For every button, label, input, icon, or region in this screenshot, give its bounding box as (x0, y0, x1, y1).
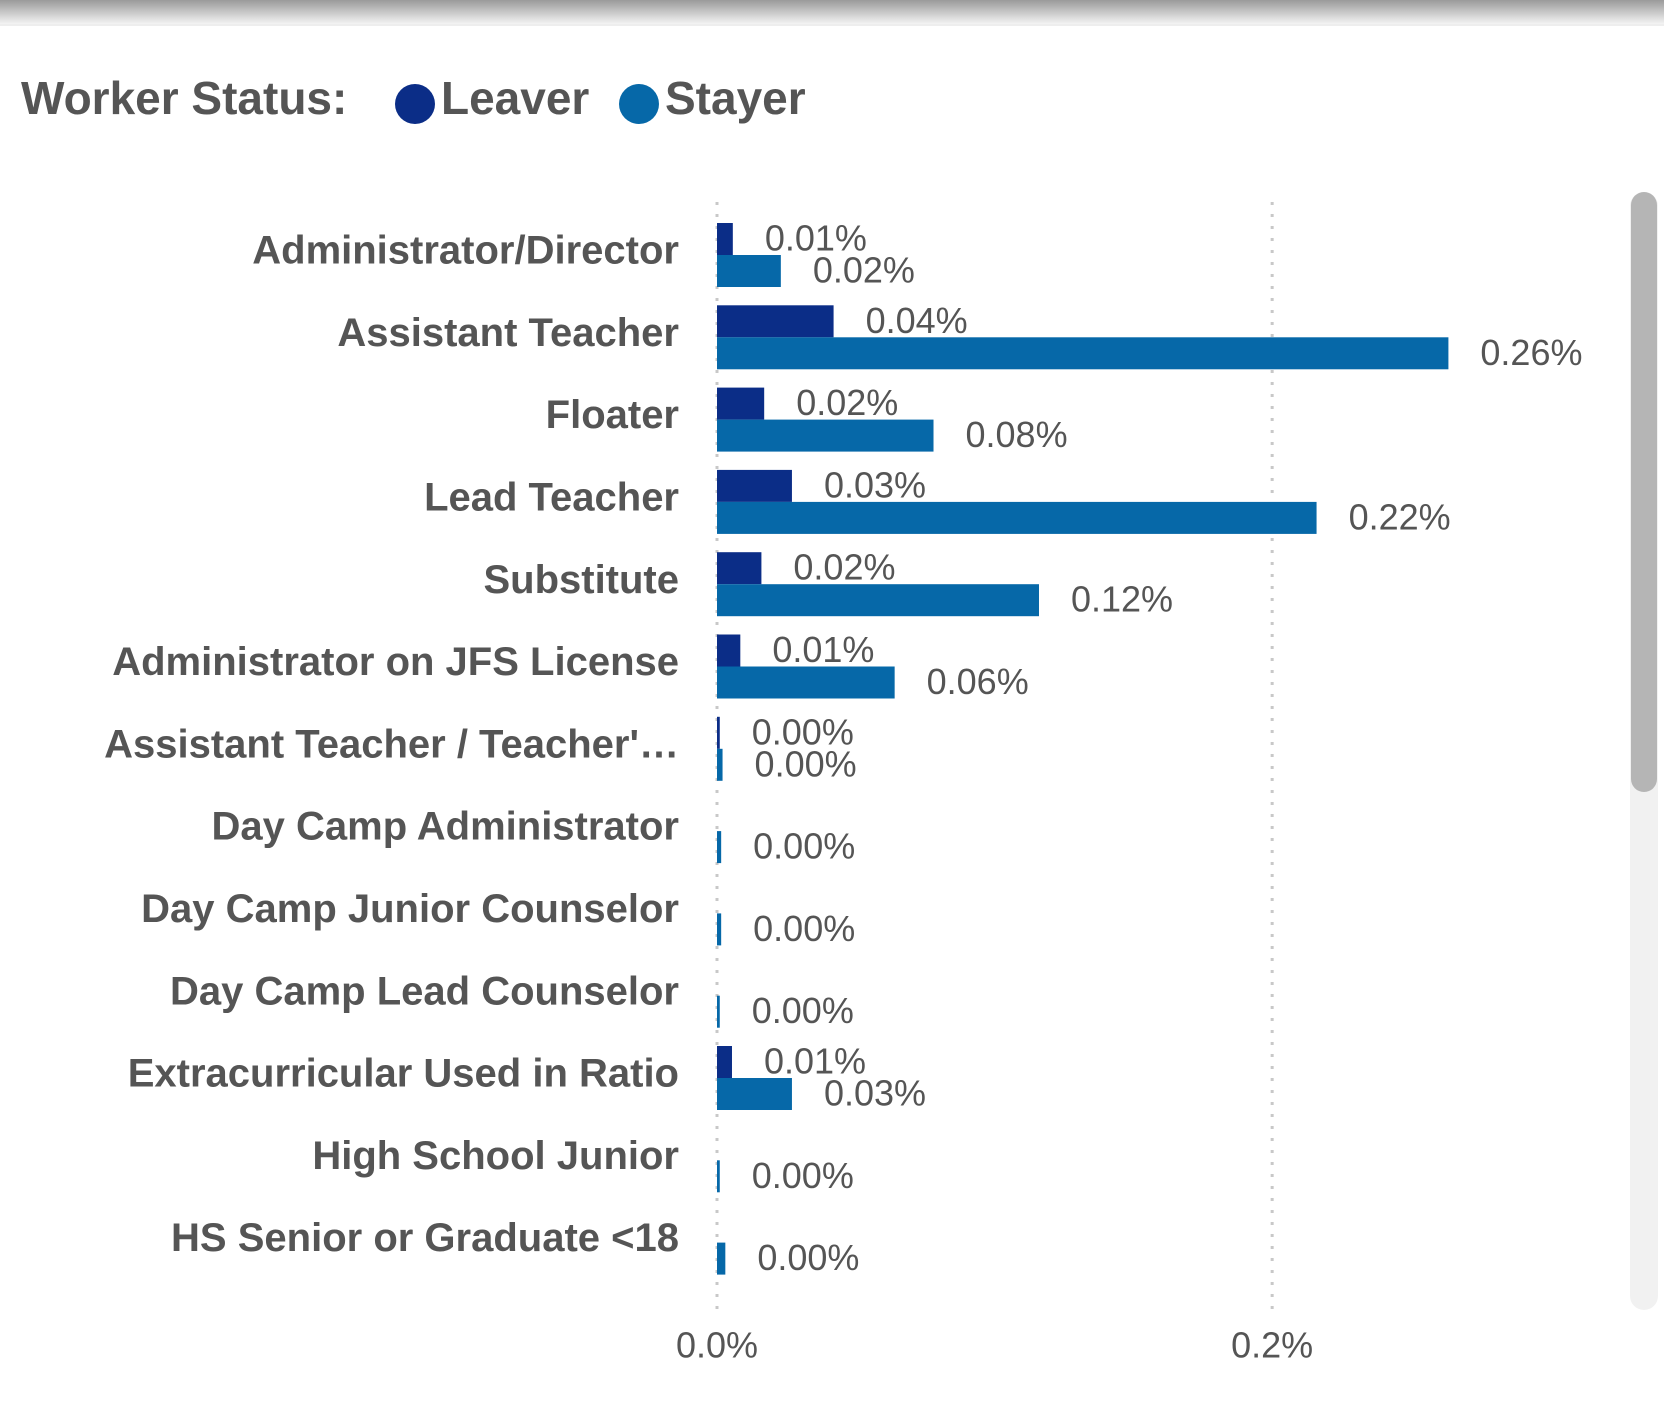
bar (717, 337, 1449, 370)
bar (717, 552, 762, 585)
bar (717, 584, 1039, 617)
value-label: 0.01% (772, 629, 874, 670)
bar (717, 716, 720, 749)
bar (717, 255, 781, 287)
y-tick-label: HS Senior or Graduate <18 (171, 1216, 679, 1260)
bar (717, 634, 741, 667)
bar (717, 469, 792, 502)
legend-label: Leaver (441, 72, 589, 124)
value-label: 0.00% (755, 743, 857, 784)
value-label: 0.00% (757, 1237, 859, 1278)
bar (717, 305, 834, 338)
bar (717, 387, 765, 420)
value-label: 0.00% (752, 1155, 854, 1196)
scrollbar-thumb[interactable] (1631, 192, 1657, 792)
bar (717, 1046, 732, 1078)
bar (717, 995, 720, 1028)
x-tick-label: 0.2% (1231, 1325, 1313, 1366)
value-label: 0.02% (796, 382, 898, 423)
value-label: 0.12% (1071, 579, 1173, 620)
legend-label: Stayer (665, 72, 806, 124)
header-divider (0, 24, 1664, 26)
value-label: 0.00% (753, 826, 855, 867)
y-tick-label: Assistant Teacher / Teacher'… (104, 722, 679, 766)
y-tick-label: Substitute (483, 558, 679, 602)
header-edge (0, 0, 1664, 24)
bar (717, 1242, 726, 1275)
y-tick-label: Administrator/Director (252, 229, 679, 273)
value-label: 0.03% (824, 1073, 926, 1114)
y-tick-label: Floater (546, 393, 679, 437)
value-label: 0.04% (866, 300, 968, 341)
y-tick-label: Assistant Teacher (337, 311, 679, 355)
bar (717, 831, 722, 864)
value-label: 0.03% (824, 464, 926, 505)
value-label: 0.06% (927, 661, 1029, 702)
y-tick-label: Extracurricular Used in Ratio (128, 1052, 679, 1096)
value-label: 0.01% (764, 1041, 866, 1082)
y-tick-label: Lead Teacher (424, 475, 679, 519)
value-label: 0.02% (813, 250, 915, 291)
legend-title: Worker Status: (21, 72, 347, 124)
value-label: 0.00% (752, 711, 854, 752)
bar (717, 223, 733, 255)
y-tick-label: High School Junior (312, 1134, 679, 1178)
y-tick-label: Day Camp Junior Counselor (141, 887, 679, 931)
bar (717, 501, 1317, 534)
value-label: 0.02% (793, 547, 895, 588)
value-label: 0.08% (966, 414, 1068, 455)
y-tick-label: Day Camp Administrator (212, 805, 680, 849)
bar (717, 1078, 792, 1110)
bar (717, 666, 895, 699)
legend-swatch (395, 84, 435, 124)
bar (717, 1160, 720, 1193)
value-label: 0.26% (1480, 332, 1582, 373)
bar (717, 419, 934, 452)
bar (717, 913, 722, 946)
y-tick-label: Administrator on JFS License (112, 640, 679, 684)
value-label: 0.22% (1349, 496, 1451, 537)
value-label: 0.00% (752, 990, 854, 1031)
bar (717, 748, 723, 781)
y-tick-label: Day Camp Lead Counselor (170, 969, 679, 1013)
legend-swatch (619, 84, 659, 124)
value-label: 0.01% (765, 218, 867, 259)
value-label: 0.00% (753, 908, 855, 949)
x-tick-label: 0.0% (676, 1325, 758, 1366)
